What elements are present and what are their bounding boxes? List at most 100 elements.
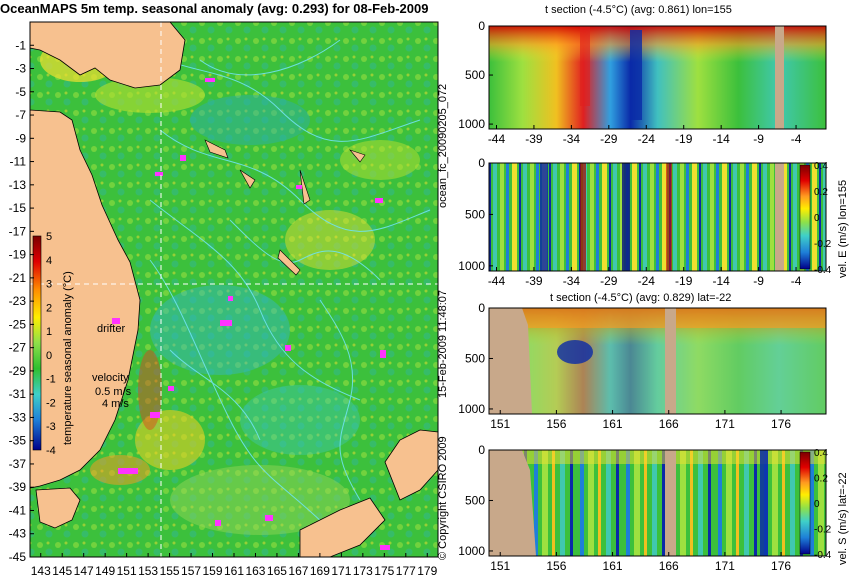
section-x-tick-label: -39 (525, 132, 543, 146)
map-x-tick-label: 165 (267, 564, 287, 578)
section-x-tick-label: 151 (490, 417, 510, 431)
map-plot: -1-3-5-7-9-11-13-15-17-19-21-23-25-27-29… (9, 21, 439, 578)
section-y-tick-label: 500 (465, 68, 485, 82)
section-x-tick-label: -29 (600, 132, 618, 146)
islands (204, 139, 366, 276)
velocity-scale-alt-label: 4 m/s (102, 398, 129, 410)
map-y-ticks: -1 -3 -5 -7 -9 -11 -13 -15 -17 -19 -21 -23 -25 -27 -29… (9, 38, 34, 564)
section-x-tick-label: -4 (791, 132, 802, 146)
panel-t-section-lon (488, 25, 827, 130)
section-y-tick-label: 0 (478, 156, 485, 170)
section-x-tick-label: -9 (753, 132, 764, 146)
map-y-tick-label: -27 (9, 341, 27, 355)
lat-section-title: t section (-4.5°C) (avg: 0.829) lat=-22 (550, 292, 732, 304)
panel-vel-e-lon (488, 162, 827, 272)
map-x-tick-label: 177 (396, 564, 416, 578)
section-colorbar-tick-label: 0.4 (814, 161, 828, 172)
velocity-label: velocity (92, 372, 129, 384)
map-y-tick-label: -29 (9, 364, 27, 378)
map-y-tick-label: -9 (15, 131, 26, 145)
map-x-tick-label: 155 (160, 564, 180, 578)
map-y-tick-label: -5 (15, 85, 26, 99)
section-x-tick-label: -44 (488, 274, 506, 288)
section-x-tick-label: -14 (712, 132, 730, 146)
map-colorbar-tick-label: 3 (46, 279, 52, 291)
map-colorbar-tick-label: 4 (46, 255, 52, 267)
map-y-tick-label: -31 (9, 387, 27, 401)
map-y-tick-label: -15 (9, 201, 27, 215)
section-x-tick-label: -29 (600, 274, 618, 288)
section-colorbar-tick-label: -0.4 (814, 265, 832, 276)
map-y-tick-label: -23 (9, 294, 27, 308)
map-x-tick-label: 147 (74, 564, 94, 578)
section-y-tick-label: 1000 (458, 544, 485, 558)
section-x-tick-label: 151 (490, 559, 510, 573)
map-x-tick-label: 159 (203, 564, 223, 578)
new-guinea-land (29, 21, 186, 89)
section-y-tick-label: 0 (478, 443, 485, 457)
section-x-tick-label: -44 (488, 132, 506, 146)
section-x-tick-label: -14 (712, 274, 730, 288)
panel-t-section-lat (488, 307, 827, 415)
section-colorbar-tick-label: -0.2 (814, 239, 832, 250)
map-colorbar-tick-label: 2 (46, 302, 52, 314)
vel-e-colorbar-label: vel. E (m/s) lon=155 (837, 179, 849, 278)
section-x-tick-label: 171 (715, 417, 735, 431)
map-y-tick-label: -41 (9, 503, 27, 517)
section-y-tick-label: 0 (478, 301, 485, 315)
map-x-tick-label: 173 (353, 564, 373, 578)
map-x-tick-label: 167 (288, 564, 308, 578)
map-y-tick-label: -17 (9, 224, 27, 238)
map-x-tick-label: 161 (224, 564, 244, 578)
copyright-label: © Copyright CSIRO 2009 (437, 436, 449, 560)
map-y-tick-label: -13 (9, 178, 27, 192)
section-x-tick-label: -19 (675, 132, 693, 146)
section-colorbar-tick-label: 0 (814, 499, 820, 510)
section-x-tick-label: 166 (659, 559, 679, 573)
vel-s-colorbar (799, 451, 811, 555)
map-y-tick-label: -45 (9, 550, 27, 564)
section-y-tick-label: 1000 (458, 402, 485, 416)
map-colorbar-ticks: 5 4 3 2 1 0 -1 -2 -3 -4 (46, 231, 56, 457)
section-x-tick-label: -24 (638, 132, 656, 146)
timestamp-label: 15-Feb-2009 11:48:07 (437, 289, 449, 398)
section-x-tick-label: 161 (603, 417, 623, 431)
section-x-tick-label: 156 (546, 559, 566, 573)
vel-e-colorbar (799, 164, 811, 270)
map-x-tick-label: 151 (117, 564, 137, 578)
map-title: OceanMAPS 5m temp. seasonal anomaly (avg… (0, 1, 429, 16)
map-x-tick-label: 163 (245, 564, 265, 578)
map-colorbar-tick-label: 0 (46, 350, 52, 362)
section-colorbar-tick-label: -0.2 (814, 525, 832, 536)
section-colorbar-tick-label: -0.4 (814, 550, 832, 561)
section-x-tick-label: -39 (525, 274, 543, 288)
lon-section-title: t section (-4.5°C) (avg: 0.861) lon=155 (545, 4, 732, 16)
map-y-tick-label: -33 (9, 410, 27, 424)
tasmania-land (35, 487, 81, 529)
map-x-ticks: 143 145 147 149 151 153 155 157 159 161 163 165 167 1… (31, 553, 438, 578)
section-y-tick-label: 1000 (458, 117, 485, 131)
section-x-tick-label: 156 (546, 417, 566, 431)
map-x-tick-label: 175 (374, 564, 394, 578)
section-y-tick-label: 500 (465, 351, 485, 365)
vel-s-colorbar-label: vel. S (m/s) lat=-22 (837, 472, 849, 565)
map-y-tick-label: -11 (10, 155, 27, 169)
section-x-tick-label: 176 (771, 559, 791, 573)
map-y-tick-label: -1 (15, 38, 26, 52)
section-x-tick-label: 171 (715, 559, 735, 573)
section-x-tick-label: -24 (638, 274, 656, 288)
section-y-tick-label: 0 (478, 19, 485, 33)
map-y-tick-label: -3 (15, 62, 26, 76)
run-label: ocean_fc_20090205_072 (437, 83, 449, 208)
panel-vel-s-lat (488, 449, 827, 557)
map-colorbar (32, 235, 42, 451)
map-colorbar-tick-label: -4 (46, 445, 56, 457)
section-x-tick-label: -19 (675, 274, 693, 288)
section-x-tick-label: -34 (563, 274, 581, 288)
map-colorbar-tick-label: -3 (46, 421, 56, 433)
section-y-tick-label: 1000 (458, 259, 485, 273)
section-y-tick-label: 500 (465, 207, 485, 221)
map-y-tick-label: -43 (9, 527, 27, 541)
map-x-tick-label: 145 (52, 564, 72, 578)
